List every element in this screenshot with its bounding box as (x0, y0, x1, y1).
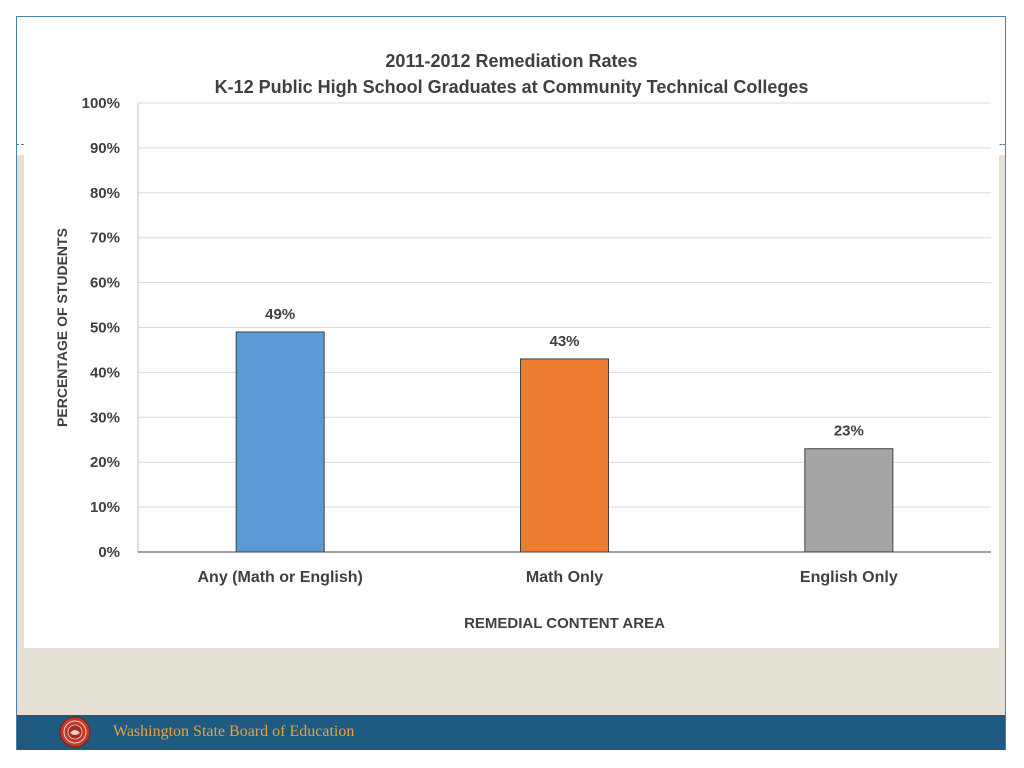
y-tick-label: 30% (90, 409, 120, 426)
y-tick-label: 80% (90, 185, 120, 202)
bar-value-label: 43% (549, 333, 579, 350)
bar (235, 331, 325, 553)
divider-line-right (996, 144, 1006, 145)
footer-bar: Washington State Board of Education (17, 715, 1005, 750)
chart-card: 2011-2012 Remediation Rates K-12 Public … (24, 22, 999, 648)
y-tick-label: 50% (90, 320, 120, 337)
y-tick-label: 70% (90, 230, 120, 247)
bar-chart: 0% 10% 20% 30% 40% 50% 60% 70% 80% 90% 100% 49% 43%… (54, 95, 991, 632)
y-tick-label: 90% (90, 140, 120, 157)
x-tick-label: Any (Math or English) (198, 569, 363, 586)
y-tick-label: 60% (90, 275, 120, 292)
x-axis-ticks: Any (Math or English) Math Only English On… (198, 569, 898, 586)
footer-org-name: Washington State Board of Education (113, 723, 355, 740)
bar (520, 358, 609, 553)
y-tick-label: 20% (90, 454, 120, 471)
x-tick-label: Math Only (526, 569, 603, 586)
bars (235, 331, 894, 553)
bar-value-label: 49% (265, 306, 295, 323)
bar (804, 448, 894, 553)
chart-title-line2: K-12 Public High School Graduates at Com… (214, 77, 809, 97)
bar-value-label: 23% (834, 423, 864, 440)
divider-line-left (16, 144, 24, 145)
y-tick-label: 10% (90, 499, 120, 516)
data-labels: 49% 43% 23% (265, 306, 864, 440)
chart-title-line1: 2011-2012 Remediation Rates (385, 51, 638, 71)
chart-title: 2011-2012 Remediation Rates K-12 Public … (24, 48, 999, 100)
y-axis-ticks: 0% 10% 20% 30% 40% 50% 60% 70% 80% 90% 100% (82, 95, 120, 561)
y-tick-label: 40% (90, 364, 120, 381)
y-axis-label: PERCENTAGE OF STUDENTS (54, 228, 70, 427)
y-tick-label: 0% (98, 544, 120, 561)
x-axis-label: REMEDIAL CONTENT AREA (464, 615, 665, 632)
state-seal-icon (59, 716, 91, 748)
y-tick-label: 100% (82, 95, 120, 112)
x-tick-label: English Only (800, 569, 898, 586)
